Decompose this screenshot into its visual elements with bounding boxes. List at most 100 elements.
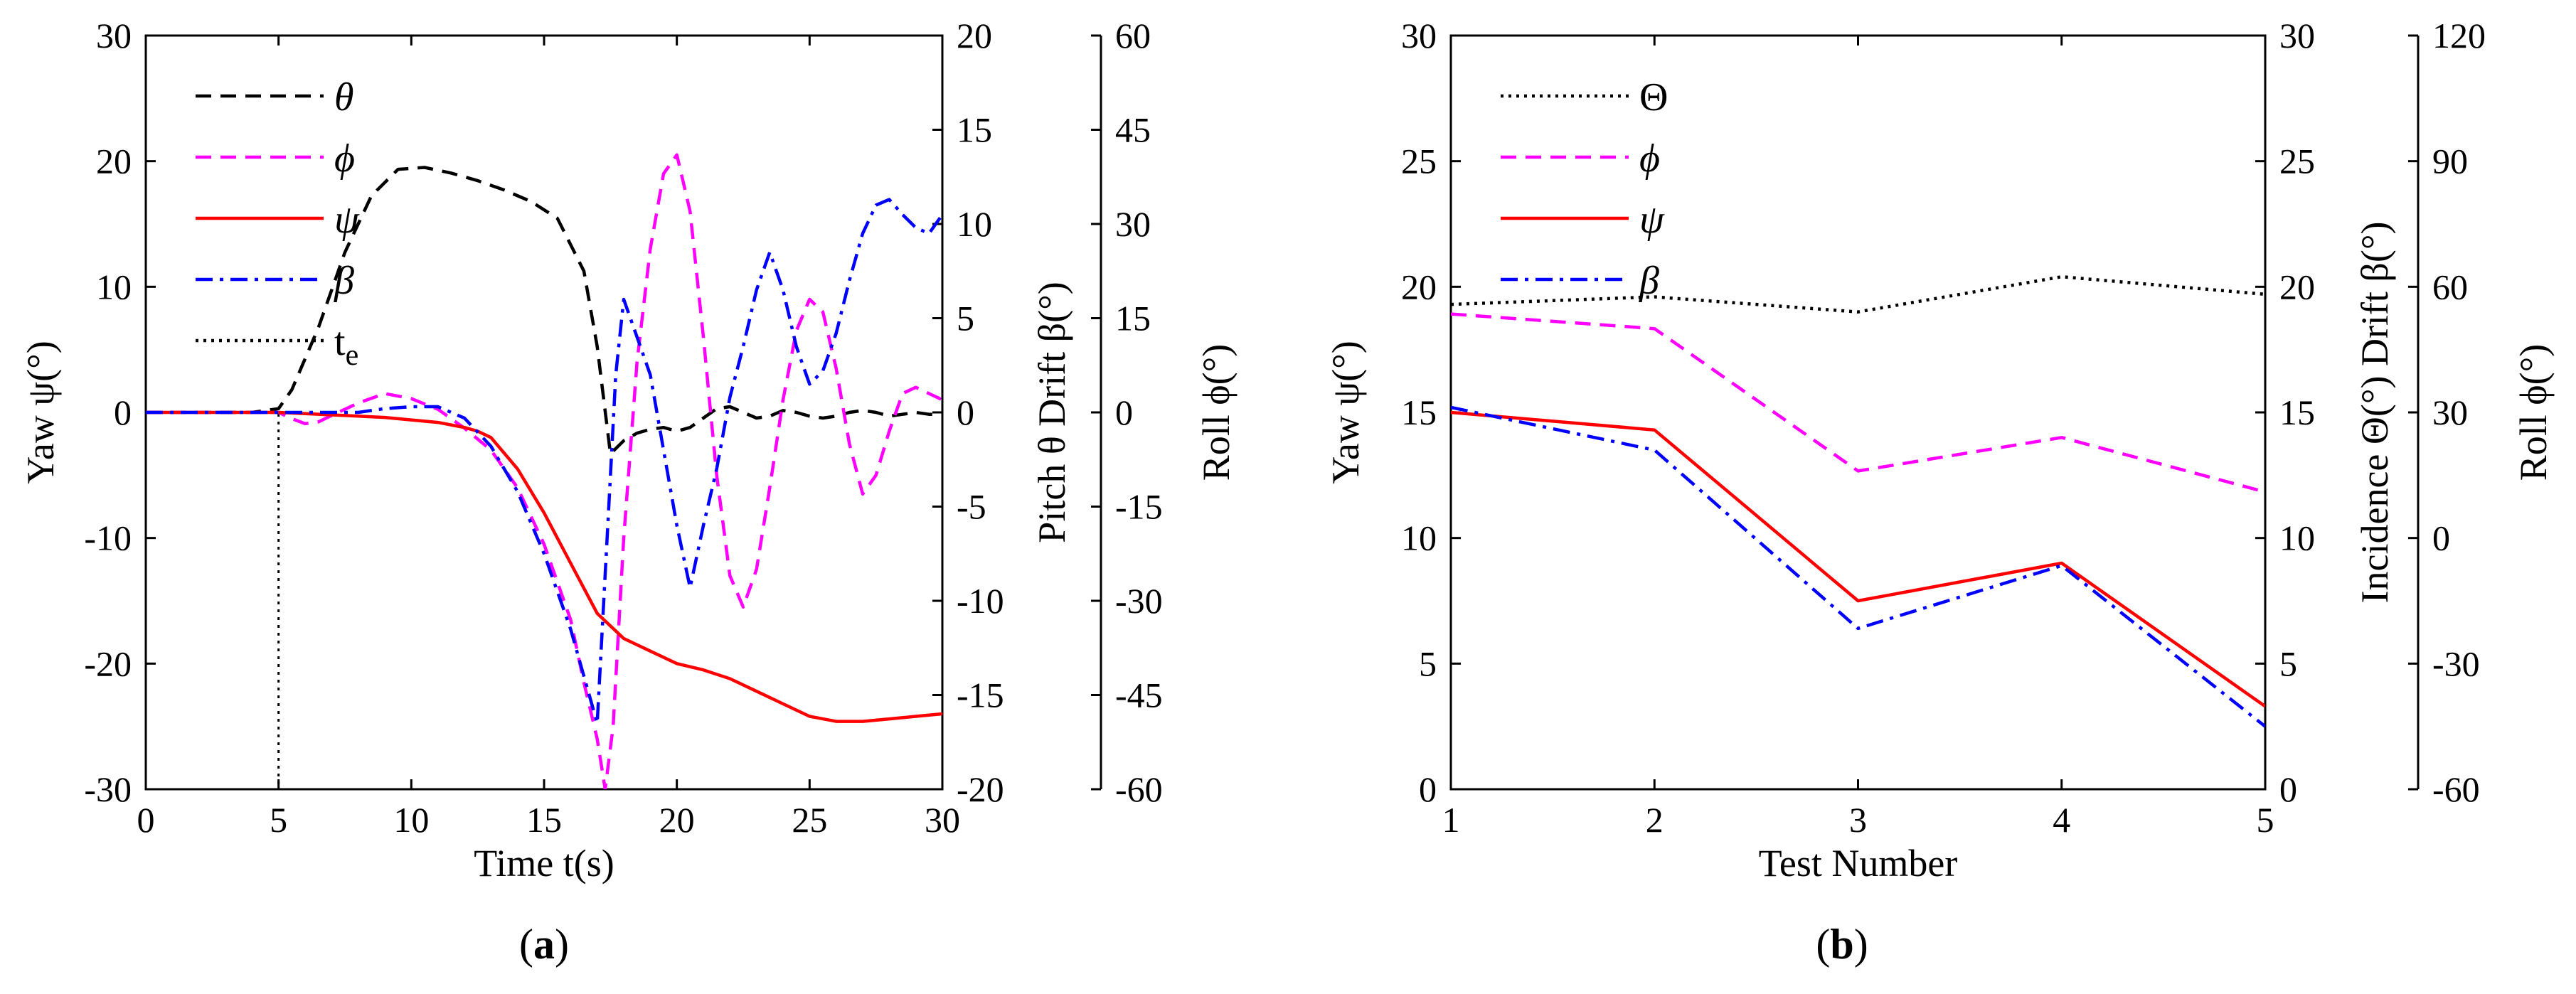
- y-tick-label: 90: [2432, 141, 2468, 181]
- y-tick-label: 0: [1115, 392, 1133, 432]
- x-tick-label: 4: [2053, 800, 2070, 840]
- legend-label: β: [334, 259, 354, 303]
- y-tick-label: -5: [957, 487, 986, 527]
- legend-label: ψ: [334, 198, 360, 242]
- legend-label: te: [334, 320, 358, 372]
- x-tick-label: 25: [792, 800, 827, 840]
- y-tick-label: 30: [1115, 204, 1151, 244]
- y-tick-label: 25: [2279, 141, 2315, 181]
- plot-frame: [1449, 34, 2267, 791]
- x-tick-label: 1: [1442, 800, 1460, 840]
- y-axis-label-right: Roll ϕ(°): [1195, 344, 1238, 481]
- panel-label: (a): [519, 921, 569, 968]
- legend-label: ϕ: [334, 137, 355, 181]
- panel-label-part: (: [519, 921, 533, 968]
- y-tick-label: 20: [957, 16, 992, 55]
- series-line-ψ: [1451, 410, 2265, 708]
- x-tick-label: 15: [526, 800, 562, 840]
- y-axis-label-left: Yaw ψ(°): [1324, 341, 1367, 483]
- y-tick-label: -30: [84, 769, 132, 809]
- y-tick-label: 20: [2279, 267, 2315, 306]
- y-tick-label: -30: [1115, 581, 1163, 621]
- y-axis-label-right: Pitch θ Drift β(°): [1031, 282, 1073, 543]
- legend-subscript: e: [346, 339, 359, 372]
- y-tick-label: 0: [2279, 769, 2297, 809]
- y-tick-label: 20: [1401, 267, 1437, 306]
- x-tick-label: 2: [1646, 800, 1664, 840]
- y-axis-label-left: Yaw ψ(°): [19, 341, 62, 483]
- x-tick-label: 10: [393, 800, 429, 840]
- y-tick-label: 20: [96, 141, 132, 181]
- x-tick-label: 5: [2257, 800, 2274, 840]
- y-tick-label: 15: [2279, 392, 2315, 432]
- x-tick-label: 20: [659, 800, 695, 840]
- series-line-Θ: [1451, 274, 2265, 314]
- y-tick-label: -30: [2432, 643, 2480, 683]
- panel-label-part: (: [1816, 921, 1830, 968]
- y-tick-label: 0: [114, 392, 132, 432]
- y-tick-label: -45: [1115, 675, 1163, 715]
- panel-label-part: ): [555, 921, 569, 968]
- y-tick-label: 15: [1401, 392, 1437, 432]
- y-tick-label: 10: [96, 267, 132, 306]
- legend-label: θ: [334, 75, 354, 119]
- y-tick-label: -20: [84, 643, 132, 683]
- series-line-β: [146, 198, 942, 725]
- y-tick-label: -15: [957, 675, 1004, 715]
- y-tick-label: 30: [2279, 16, 2315, 55]
- y-tick-label: 0: [2432, 518, 2450, 558]
- y-tick-label: 30: [96, 16, 132, 55]
- y-tick-label: 120: [2432, 16, 2486, 55]
- x-tick-label: 30: [925, 800, 960, 840]
- legend-label: Θ: [1639, 75, 1668, 119]
- y-tick-label: 5: [1419, 643, 1437, 683]
- data-layer: [146, 153, 942, 789]
- series-line-ψ: [146, 410, 942, 723]
- x-tick-label: 5: [270, 800, 287, 840]
- y-tick-label: 30: [1401, 16, 1437, 55]
- y-tick-label: -10: [84, 518, 132, 558]
- y-tick-label: 5: [957, 299, 974, 338]
- series-line-ϕ: [1451, 312, 2265, 494]
- y-tick-label: -60: [2432, 769, 2480, 809]
- y-tick-label: -20: [957, 769, 1004, 809]
- data-layer: [1451, 274, 2265, 728]
- y-tick-label: -15: [1115, 487, 1163, 527]
- y-axis-label-right: Incidence Θ(°) Drift β(°): [2353, 222, 2396, 604]
- y-tick-label: 5: [2279, 643, 2297, 683]
- y-tick-label: -10: [957, 581, 1004, 621]
- y-tick-label: 15: [957, 110, 992, 150]
- x-tick-label: 3: [1849, 800, 1867, 840]
- panel-label: (b): [1816, 921, 1868, 968]
- legend-label: ϕ: [1639, 137, 1660, 181]
- legend-label: β: [1639, 259, 1659, 303]
- panel-label-part: b: [1830, 921, 1853, 968]
- y-tick-label: 60: [2432, 267, 2468, 306]
- x-tick-label: 0: [137, 800, 155, 840]
- y-tick-label: 0: [1419, 769, 1437, 809]
- y-tick-label: 45: [1115, 110, 1151, 150]
- y-tick-label: 15: [1115, 299, 1151, 338]
- x-axis-label: Test Number: [1759, 842, 1958, 885]
- legend-label: ψ: [1639, 198, 1665, 242]
- y-tick-label: 10: [957, 204, 992, 244]
- panel-label-part: a: [533, 921, 555, 968]
- chart-a: 0 5 10 15 20 25 30 Time t(s) -30 -20 -10 0 10 20 30 Yaw…: [19, 16, 1238, 968]
- y-tick-label: 30: [2432, 392, 2468, 432]
- y-tick-label: 10: [2279, 518, 2315, 558]
- y-tick-label: -60: [1115, 769, 1163, 809]
- y-axis-label-right: Roll ϕ(°): [2512, 344, 2555, 481]
- series-line-θ: [146, 166, 942, 456]
- panel-label-part: ): [1854, 921, 1868, 968]
- y-tick-label: 0: [957, 392, 974, 432]
- y-tick-label: 60: [1115, 16, 1151, 55]
- y-tick-label: 10: [1401, 518, 1437, 558]
- series-line-β: [1451, 405, 2265, 728]
- x-axis-label: Time t(s): [474, 842, 614, 885]
- y-tick-label: 25: [1401, 141, 1437, 181]
- series-line-ϕ: [146, 153, 942, 789]
